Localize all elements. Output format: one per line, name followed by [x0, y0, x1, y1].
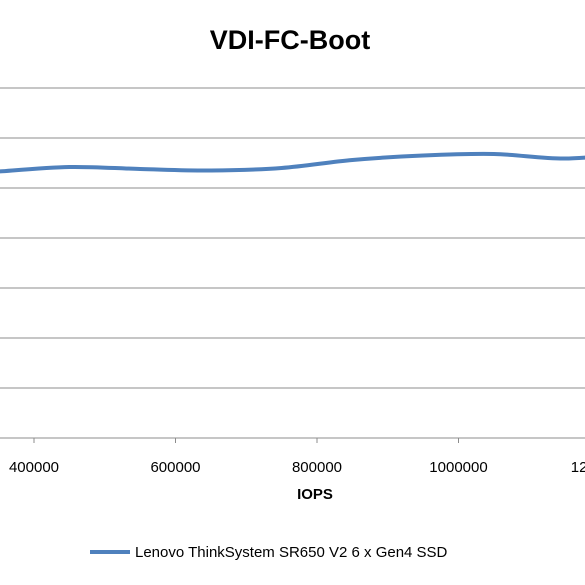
- x-tick-label: 1200000: [571, 459, 585, 476]
- legend-label: Lenovo ThinkSystem SR650 V2 6 x Gen4 SSD: [135, 544, 448, 561]
- x-tick-label: 600000: [150, 459, 200, 476]
- x-tick-label: 1000000: [429, 459, 487, 476]
- x-tick-label: 800000: [292, 459, 342, 476]
- x-axis-label: IOPS: [297, 486, 333, 503]
- series-line: [0, 151, 585, 174]
- chart-title: VDI-FC-Boot: [210, 25, 370, 55]
- x-tick-label: 400000: [9, 459, 59, 476]
